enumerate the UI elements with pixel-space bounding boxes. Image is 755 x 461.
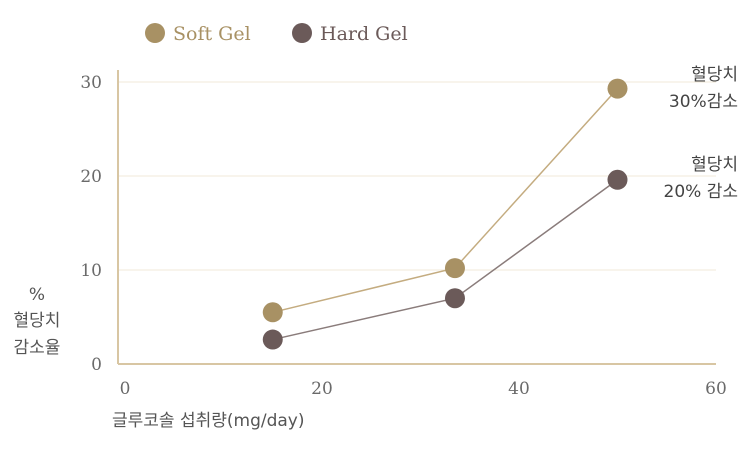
y-tick-label-0: 0 [91, 355, 102, 375]
x-tick-label-20: 20 [311, 379, 333, 399]
x-tick-label-40: 40 [508, 379, 530, 399]
y-tick-label-30: 30 [80, 73, 102, 93]
x-tick-label-0: 0 [120, 379, 131, 399]
annotation-hard-gel-line-1: 혈당치 [691, 155, 738, 175]
y-axis-title-line-1: % [29, 285, 45, 305]
legend-marker-soft-gel [145, 23, 165, 43]
data-point-soft-gel-2 [607, 78, 628, 99]
legend-label-soft-gel: Soft Gel [173, 23, 251, 45]
legend-marker-hard-gel [292, 23, 312, 43]
legend: Soft Gel Hard Gel [145, 23, 408, 45]
series-lines [272, 88, 619, 341]
data-point-hard-gel-2 [607, 169, 628, 190]
annotation-hard-gel-line-2: 20% 감소 [664, 182, 738, 202]
annotation-soft-gel-line-2: 30%감소 [669, 92, 738, 112]
data-point-hard-gel-0 [262, 329, 283, 350]
y-tick-label-10: 10 [80, 261, 102, 281]
legend-label-hard-gel: Hard Gel [320, 23, 408, 45]
data-point-soft-gel-1 [444, 258, 465, 279]
annotation-soft-gel: 혈당치 30%감소 [669, 65, 738, 112]
series-line-soft-gel [272, 88, 619, 314]
series-points [262, 78, 628, 350]
annotation-soft-gel-line-1: 혈당치 [691, 65, 738, 85]
annotation-hard-gel: 혈당치 20% 감소 [664, 155, 738, 202]
x-axis-title: 글루코솔 섭취량(mg/day) [112, 411, 305, 431]
x-tick-label-60: 60 [705, 379, 727, 399]
series-line-hard-gel [272, 179, 618, 341]
axes [117, 70, 716, 365]
y-axis-title-line-2: 혈당치 [14, 311, 61, 331]
y-tick-label-20: 20 [80, 167, 102, 187]
tick-labels: 0 10 20 30 0 20 40 60 [80, 73, 726, 399]
data-point-hard-gel-1 [444, 288, 465, 309]
y-axis-title-line-3: 감소율 [14, 338, 61, 358]
data-point-soft-gel-0 [262, 302, 283, 323]
y-axis-title: % 혈당치 감소율 [14, 285, 61, 358]
